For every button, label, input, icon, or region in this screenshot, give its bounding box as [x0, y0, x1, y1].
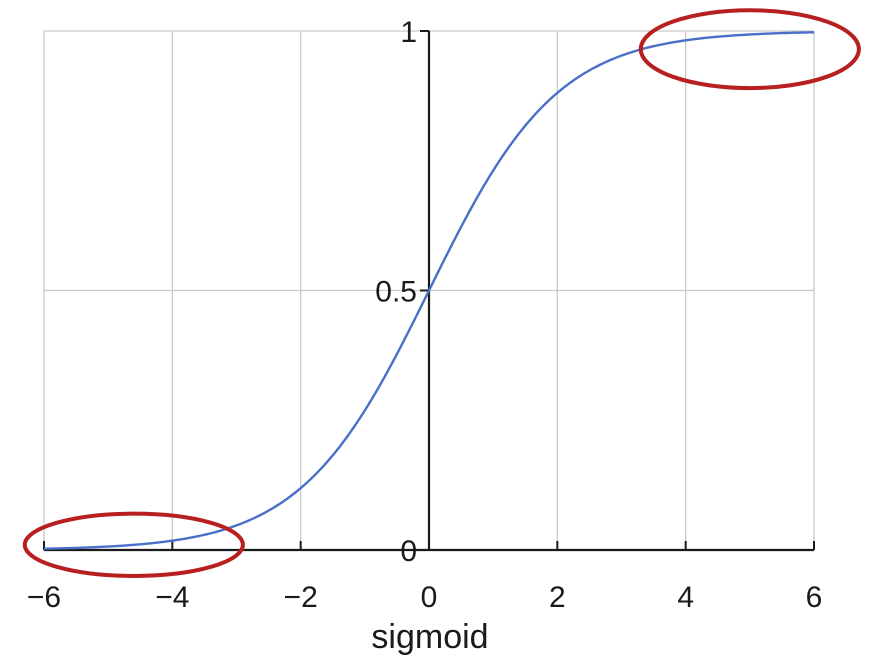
x-tick-label: 4 [677, 581, 694, 614]
x-tick-label: 2 [549, 581, 566, 614]
x-axis-label: sigmoid [371, 618, 488, 656]
x-tick-label: −4 [155, 581, 189, 614]
y-tick-label: 0.5 [375, 276, 417, 309]
series [43, 31, 815, 550]
x-tick-label: −6 [27, 581, 61, 614]
annotations [22, 8, 861, 578]
y-tick-label: 0 [400, 535, 417, 568]
y-tick-label: 1 [400, 16, 417, 49]
x-tick-label: −2 [284, 581, 318, 614]
x-tick-label: 0 [421, 581, 438, 614]
x-tick-label: 6 [806, 581, 823, 614]
sigmoid-curve [43, 31, 815, 550]
tick-labels: −6 −4 −2 0 2 4 6 0 0.5 1 [27, 16, 822, 614]
annotation-ellipse-left [22, 511, 245, 578]
annotation-ellipse-right [638, 8, 861, 91]
